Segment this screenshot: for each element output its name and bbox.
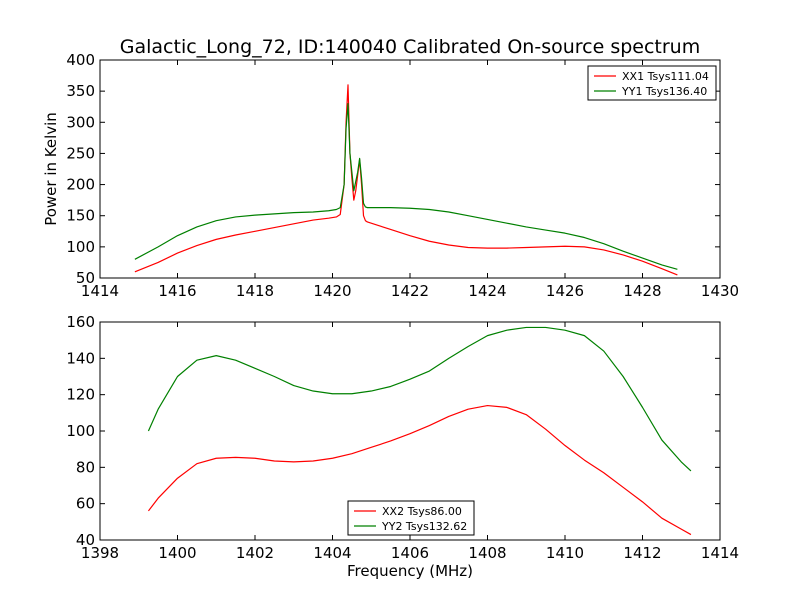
- x-tick-label: 1414: [701, 544, 739, 562]
- y-tick-label: 100: [66, 422, 95, 440]
- x-tick-label: 1406: [391, 544, 429, 562]
- legend-entry: XX2 Tsys86.00: [382, 505, 462, 518]
- y-tick-label: 60: [76, 495, 95, 513]
- y-tick-label: 50: [76, 269, 95, 287]
- series-line-2: [147, 326, 692, 472]
- y-tick-label: 300: [66, 113, 95, 131]
- y-tick-label: 150: [66, 207, 95, 225]
- x-tick-label: 1418: [236, 282, 274, 300]
- x-tick-label: 1400: [158, 544, 196, 562]
- y-tick-label: 200: [66, 176, 95, 194]
- x-tick-label: 1420: [313, 282, 351, 300]
- x-tick-label: 1398: [81, 544, 119, 562]
- y-tick-label: 350: [66, 82, 95, 100]
- x-tick-label: 1414: [81, 282, 119, 300]
- x-tick-label: 1430: [701, 282, 739, 300]
- x-tick-label: 1412: [623, 544, 661, 562]
- y-tick-label: 40: [76, 531, 95, 549]
- y-tick-label: 160: [66, 313, 95, 331]
- x-tick-label: 1428: [623, 282, 661, 300]
- x-tick-label: 1402: [236, 544, 274, 562]
- legend-box: [587, 65, 717, 101]
- legend-entry: YY2 Tsys132.62: [381, 520, 467, 533]
- bottom-plot: 1398 1400 1402 1404 1406 1408 1410 1412 1414 40 60…: [66, 313, 739, 580]
- y-tick-label: 250: [66, 144, 95, 162]
- y-tick-label: 400: [66, 51, 95, 69]
- x-tick-label: 1416: [158, 282, 196, 300]
- y-tick-label: 80: [76, 458, 95, 476]
- legend: XX1 Tsys111.04 YY1 Tsys136.40: [587, 65, 717, 101]
- y-tick-label: 140: [66, 349, 95, 367]
- x-axis-label: Frequency (MHz): [347, 562, 473, 580]
- x-tick-label: 1426: [546, 282, 584, 300]
- y-axis-label: Power in Kelvin: [42, 112, 60, 226]
- x-tick-label: 1422: [391, 282, 429, 300]
- y-tick-label: 100: [66, 238, 95, 256]
- x-tick-label: 1410: [546, 544, 584, 562]
- x-tick-label: 1424: [468, 282, 506, 300]
- series-line-2: [134, 102, 678, 270]
- series-line-1: [147, 404, 692, 536]
- x-tick-label: 1408: [468, 544, 506, 562]
- legend-box: [347, 500, 475, 536]
- y-tick-label: 120: [66, 386, 95, 404]
- figure-title: Galactic_Long_72, ID:140040 Calibrated O…: [120, 36, 700, 58]
- legend-entry: XX1 Tsys111.04: [622, 70, 709, 83]
- top-plot: 1414 1416 1418 1420 1422 1424 1426 1428 1430 50 10…: [42, 51, 739, 300]
- legend-entry: YY1 Tsys136.40: [621, 85, 707, 98]
- legend: XX2 Tsys86.00 YY2 Tsys132.62: [347, 500, 475, 536]
- x-tick-label: 1404: [313, 544, 351, 562]
